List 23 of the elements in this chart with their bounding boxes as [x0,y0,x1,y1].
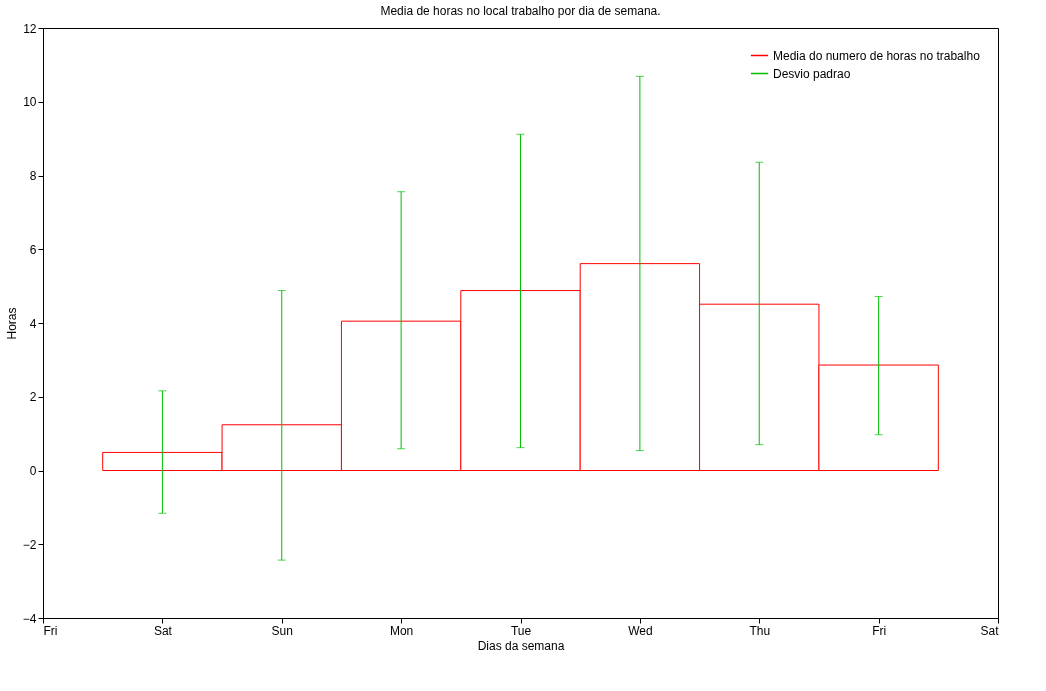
y-tick-label: 8 [29,169,37,183]
x-axis-title: Dias da semana [477,638,565,653]
x-tick-label: Tue [510,623,532,638]
annotation: Desvio padrao [773,66,851,81]
y-tick-label: 4 [29,316,37,331]
x-tick-label: Sun [271,623,293,638]
x-tick-label: Thu [749,623,771,638]
y-tick-label: 12 [23,21,37,36]
legend-label: Media do numero de horas no trabalho [773,48,981,63]
chart-title: Media de horas no local trabalho por dia de semana. [380,4,661,18]
x-tick-label: Sat [153,623,173,638]
x-tick-label: Fri [872,623,887,638]
x-tick-label: Mon [389,623,414,638]
y-tick-label: −4 [22,611,37,626]
y-tick-label: 0 [29,464,37,478]
x-tick-label: Sat [980,623,1000,638]
y-tick-label: 2 [29,390,37,405]
y-axis-title: Horas [4,307,19,340]
x-tick-label: Fri [43,623,58,638]
y-tick-label: 10 [23,95,37,110]
y-tick-label: 6 [29,242,37,257]
y-tick-label: −2 [22,537,37,552]
x-tick-label: Wed [628,623,653,638]
